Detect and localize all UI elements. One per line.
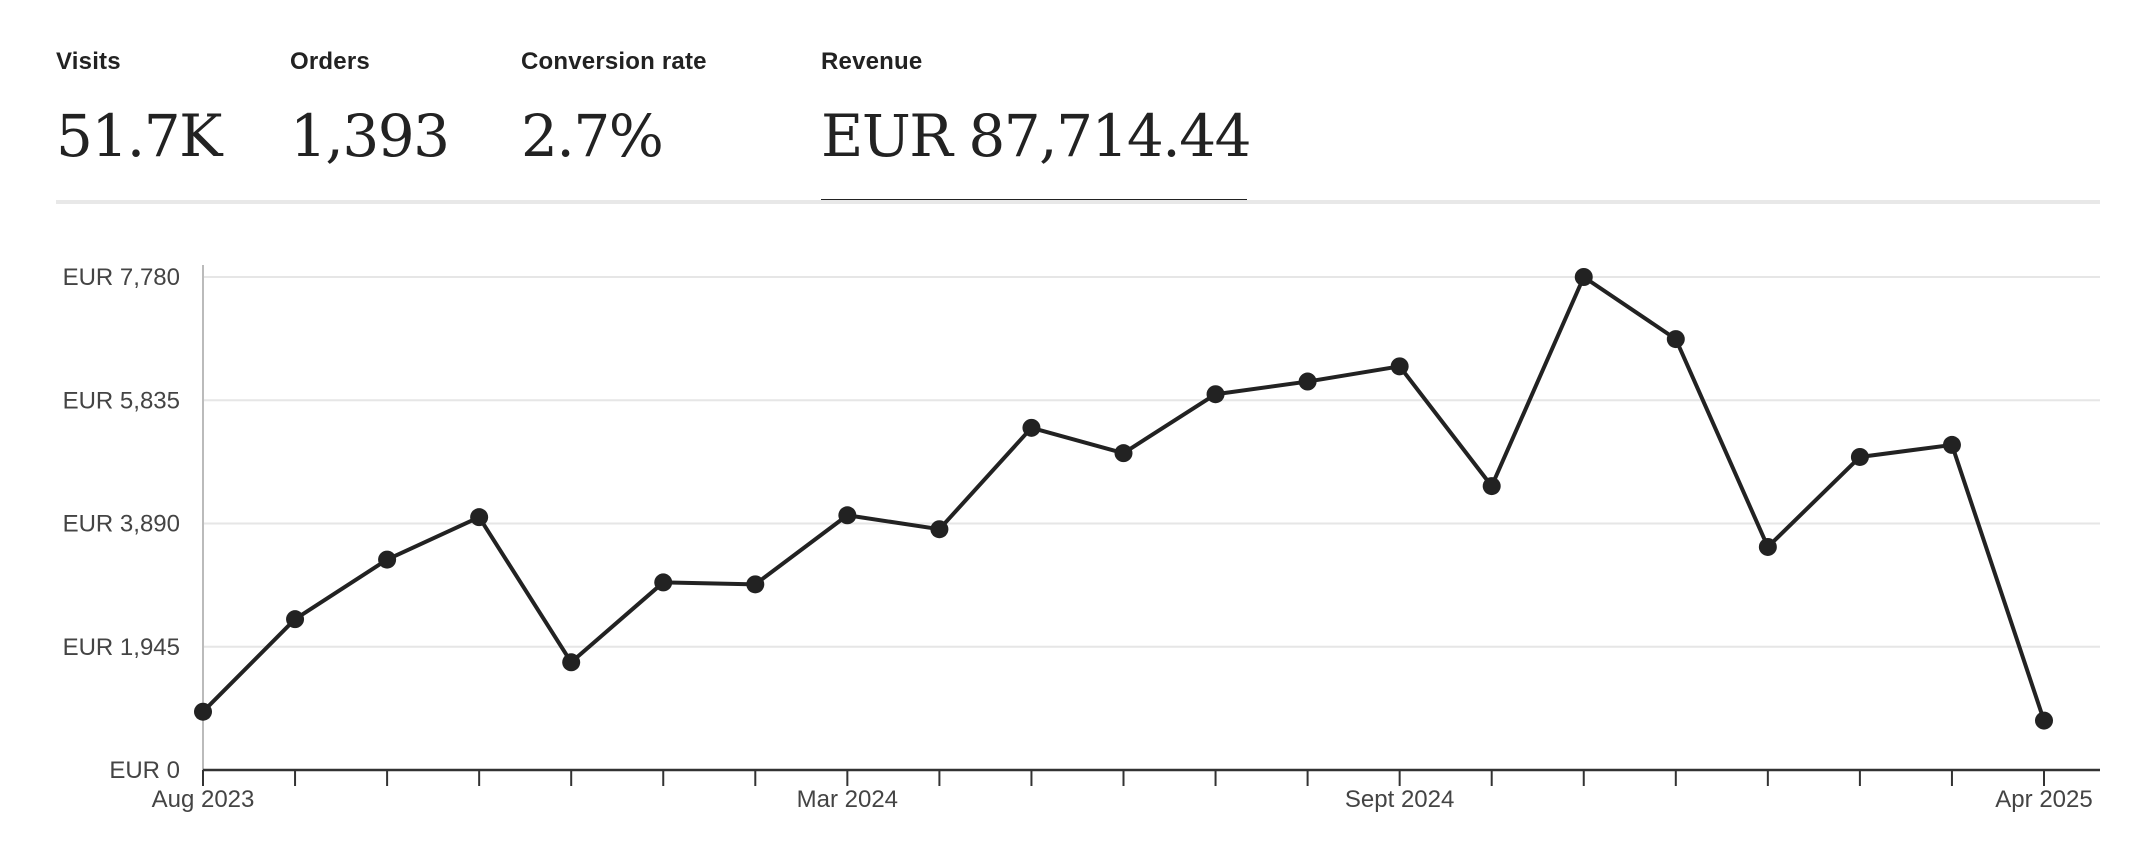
data-point xyxy=(194,702,212,721)
metric-value: 51.7K xyxy=(56,102,222,170)
data-point xyxy=(1114,444,1133,463)
data-point xyxy=(654,573,673,592)
metrics-divider xyxy=(56,200,2100,204)
data-point xyxy=(1298,372,1317,391)
y-tick-label: EUR 3,890 xyxy=(63,511,180,538)
metric-label: Conversion rate xyxy=(521,48,707,75)
data-point xyxy=(1666,330,1685,349)
y-tick-label: EUR 0 xyxy=(109,757,180,784)
x-tick-label: Aug 2023 xyxy=(152,786,255,813)
metric-label: Revenue xyxy=(821,48,923,75)
axes xyxy=(202,265,2100,786)
metric-value: EUR 87,714.44 xyxy=(821,102,1252,170)
y-tick-label: EUR 1,945 xyxy=(63,634,180,661)
x-tick-label: Sept 2024 xyxy=(1345,786,1454,813)
metric-value: 2.7% xyxy=(521,102,664,170)
data-point xyxy=(930,520,949,539)
data-point xyxy=(1022,418,1041,437)
series-line xyxy=(201,275,2046,723)
data-point xyxy=(2035,711,2053,730)
data-point xyxy=(1942,435,1961,454)
data-point xyxy=(1574,268,1593,286)
data-point xyxy=(1482,477,1501,496)
revenue-chart: EUR 0 EUR 1,945 EUR 3,890 EUR 5,835 EUR 7,78… xyxy=(0,240,2154,866)
metrics-bar: Visits 51.7K Orders 1,393 Conversion rat… xyxy=(56,0,2100,204)
x-tick-label: Apr 2025 xyxy=(1995,786,2092,813)
data-point xyxy=(1850,447,1869,466)
metric-label: Orders xyxy=(290,48,370,75)
data-point xyxy=(746,575,765,594)
data-point xyxy=(1206,385,1225,404)
metric-label: Visits xyxy=(56,48,121,75)
metric-tab-visits[interactable]: Visits 51.7K xyxy=(56,48,222,204)
y-tick-label: EUR 7,780 xyxy=(63,264,180,291)
gridlines xyxy=(203,276,2100,648)
metric-tab-revenue[interactable]: Revenue EUR 87,714.44 xyxy=(821,48,1252,204)
revenue-line-chart: EUR 0 EUR 1,945 EUR 3,890 EUR 5,835 EUR 7,78… xyxy=(63,264,2100,813)
x-tick-label: Mar 2024 xyxy=(797,786,898,813)
data-point xyxy=(1390,357,1409,376)
data-point xyxy=(470,508,489,527)
data-point xyxy=(1758,537,1777,556)
y-tick-label: EUR 5,835 xyxy=(63,387,180,414)
metric-tab-conversion-rate[interactable]: Conversion rate 2.7% xyxy=(521,48,707,204)
data-point xyxy=(378,550,397,569)
metric-value: 1,393 xyxy=(290,102,450,170)
metric-tab-orders[interactable]: Orders 1,393 xyxy=(290,48,450,204)
data-point xyxy=(286,610,305,629)
tick-labels: EUR 0 EUR 1,945 EUR 3,890 EUR 5,835 EUR 7,78… xyxy=(63,264,2093,813)
data-point xyxy=(838,506,857,525)
series xyxy=(194,268,2053,730)
data-point xyxy=(562,653,581,672)
